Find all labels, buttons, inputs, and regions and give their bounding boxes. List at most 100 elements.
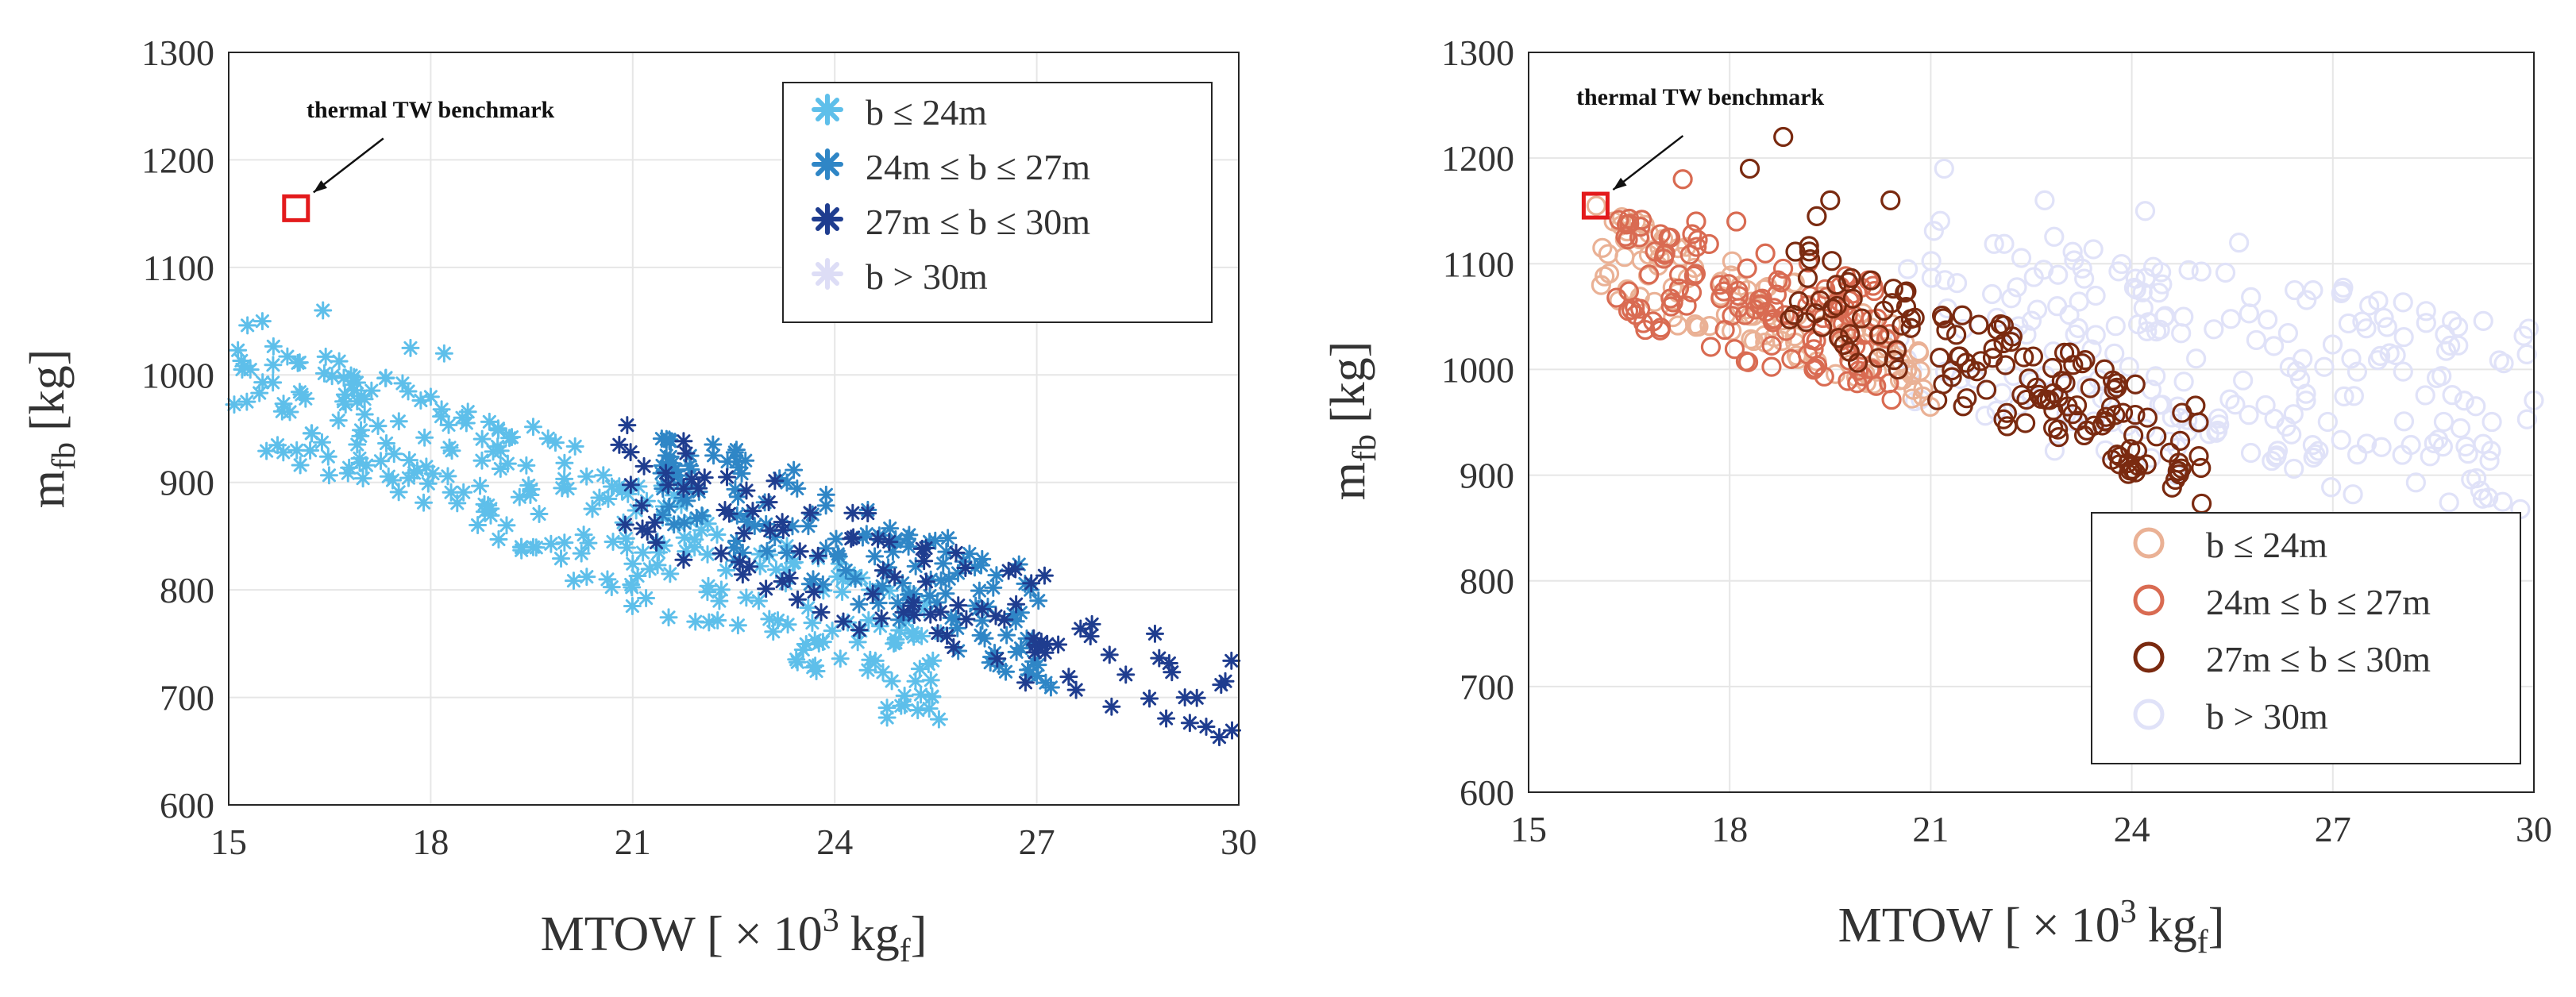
data-point — [695, 468, 714, 487]
data-point — [498, 454, 517, 473]
data-point — [415, 493, 434, 512]
data-point — [1038, 634, 1057, 653]
data-point — [253, 312, 272, 331]
x-tick-label: 24 — [2114, 809, 2150, 849]
data-point — [322, 367, 341, 386]
data-point — [621, 443, 640, 462]
data-point — [921, 671, 940, 690]
data-point — [2241, 287, 2262, 307]
data-point — [1965, 368, 1986, 389]
data-point — [454, 483, 473, 502]
data-point — [784, 553, 803, 572]
scatter-points — [1586, 126, 2544, 520]
data-point — [2011, 248, 2032, 268]
data-point — [759, 493, 778, 512]
legend-label-b-gt-30: b > 30m — [866, 256, 988, 297]
data-point — [623, 578, 642, 597]
x-tick-labels: 15 18 21 24 27 30 — [210, 822, 1257, 862]
data-point — [787, 650, 806, 669]
data-point — [687, 509, 706, 528]
data-point — [2473, 433, 2493, 454]
data-point — [1660, 296, 1681, 317]
data-point — [850, 621, 869, 640]
data-point — [2393, 292, 2413, 313]
series-2 — [610, 416, 1242, 747]
data-point — [2450, 418, 2471, 439]
data-point — [1923, 221, 1944, 241]
data-point — [2048, 264, 2069, 285]
data-point — [2075, 350, 2096, 371]
data-point — [351, 426, 370, 445]
data-point — [1921, 251, 1942, 271]
data-point — [352, 387, 371, 406]
data-point — [1900, 318, 1921, 338]
data-point — [1739, 158, 1760, 179]
data-point — [2021, 310, 2042, 331]
data-point — [1157, 709, 1176, 728]
data-point — [2347, 361, 2368, 382]
data-point — [1839, 341, 1860, 362]
data-point — [2085, 325, 2106, 345]
y-tick-labels: 600 700 800 900 1000 1100 1200 1300 — [1441, 33, 1514, 813]
data-point — [371, 452, 390, 471]
data-point — [415, 428, 434, 447]
data-point — [923, 687, 942, 706]
data-point — [1993, 409, 2014, 429]
data-point — [399, 382, 418, 401]
data-point — [2123, 425, 2144, 446]
data-point — [503, 428, 522, 447]
data-point — [1735, 351, 1757, 371]
data-point — [749, 591, 768, 610]
benchmark-annotation: thermal TW benchmark — [307, 97, 555, 123]
data-point — [920, 587, 939, 606]
data-point — [438, 467, 457, 486]
x-tick-label: 18 — [1711, 809, 1748, 849]
data-point — [2435, 324, 2455, 345]
data-point — [880, 533, 899, 552]
data-point — [2439, 492, 2459, 513]
data-point — [949, 596, 968, 615]
data-point — [2069, 291, 2089, 312]
data-point — [637, 589, 656, 608]
x-tick-label: 27 — [2315, 809, 2351, 849]
data-point — [1650, 224, 1671, 244]
data-point — [1180, 714, 1199, 733]
legend-label-24-27: 24m ≤ b ≤ 27m — [866, 147, 1090, 187]
data-point — [405, 464, 424, 483]
data-point — [1222, 651, 1241, 670]
data-point — [2392, 445, 2412, 465]
data-point — [934, 554, 953, 573]
data-point — [765, 472, 785, 491]
data-point — [1984, 233, 2004, 254]
data-point — [1895, 297, 1917, 318]
data-point — [517, 456, 536, 475]
data-point — [329, 411, 348, 430]
data-point — [2284, 458, 2304, 479]
data-point — [1775, 305, 1795, 325]
data-point — [2105, 316, 2126, 337]
y-tick-label: 1300 — [1441, 33, 1514, 73]
data-point — [1066, 680, 1086, 699]
data-point — [2169, 430, 2191, 451]
data-point — [1737, 258, 1757, 279]
legend: b ≤ 24m 24m ≤ b ≤ 27m 27m ≤ b ≤ 30m b > … — [2091, 512, 2521, 764]
data-point — [1995, 355, 2016, 375]
data-point — [1216, 672, 1235, 691]
legend-marker — [2133, 527, 2165, 559]
data-point — [1772, 258, 1794, 279]
x-tick-label: 15 — [1510, 809, 1547, 849]
data-point — [700, 613, 719, 632]
data-point — [2134, 201, 2156, 221]
data-point — [2229, 233, 2250, 253]
data-point — [1175, 688, 1194, 707]
data-point — [2119, 356, 2139, 377]
data-point — [2173, 371, 2194, 392]
data-point — [2014, 347, 2034, 368]
data-point — [1606, 287, 1627, 308]
data-point — [2493, 352, 2514, 374]
data-point — [634, 456, 654, 475]
data-point — [555, 469, 574, 488]
data-point — [735, 524, 754, 543]
scatter-points — [225, 301, 1242, 747]
data-point — [2072, 353, 2092, 374]
